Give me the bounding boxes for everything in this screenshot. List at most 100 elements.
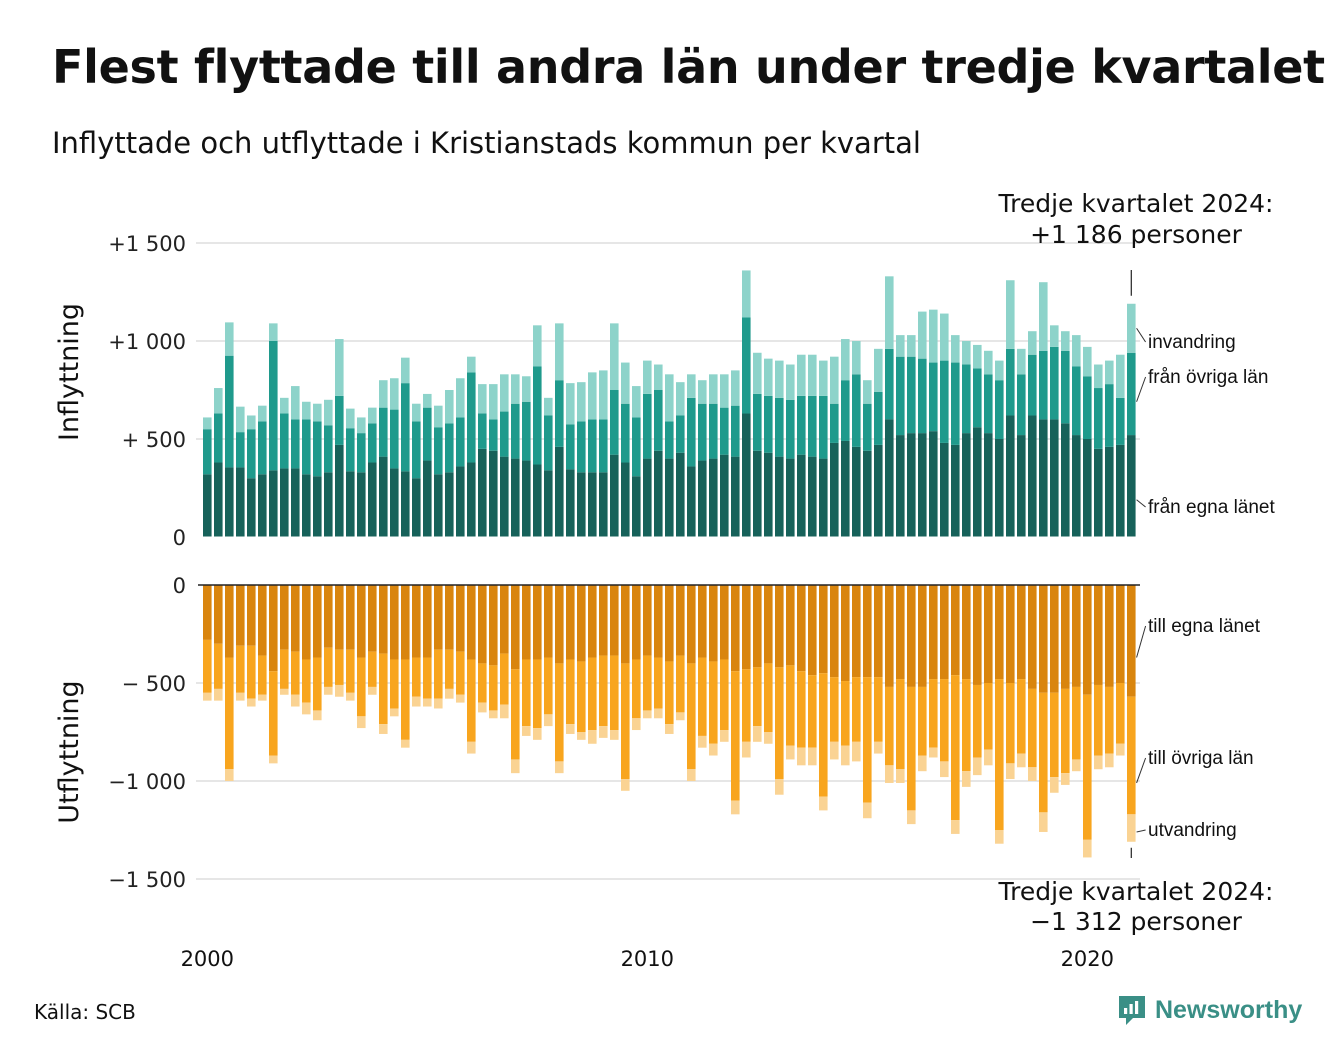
bar-out-ovriga [302, 659, 311, 703]
bar-out-utvandring [786, 745, 795, 760]
bar-in-invandring [302, 401, 311, 420]
bar-in-ovriga [665, 421, 674, 459]
bar-in-ovriga [995, 380, 1004, 439]
bar-in-ovriga [313, 421, 322, 477]
bar-in-ovriga [214, 413, 223, 463]
bar-out-ovriga [918, 686, 927, 756]
bar-in-ovriga [676, 415, 685, 453]
bar-out-egna [819, 585, 828, 674]
bar-in-egna [1050, 419, 1059, 537]
bar-in-egna [643, 458, 652, 537]
bar-out-egna [709, 585, 718, 662]
bar-in-ovriga [775, 397, 784, 457]
bar-out-ovriga [280, 649, 289, 689]
bar-out-egna [313, 585, 322, 658]
bar-in-egna [698, 460, 707, 537]
bar-in-invandring [995, 360, 1004, 381]
bar-in-egna [434, 474, 443, 537]
bar-out-utvandring [698, 735, 707, 748]
bar-in-egna [533, 464, 542, 537]
annotation-in-line1: Tredje kvartalet 2024: [998, 189, 1274, 218]
bar-in-egna [445, 472, 454, 537]
bar-out-egna [1006, 585, 1015, 683]
bar-in-ovriga [764, 395, 773, 453]
bar-out-egna [731, 585, 740, 672]
bar-out-utvandring [764, 732, 773, 744]
bar-out-ovriga [203, 639, 212, 693]
bar-out-egna [951, 585, 960, 676]
bar-in-invandring [412, 403, 421, 422]
bar-in-invandring [819, 360, 828, 396]
bar-out-utvandring [379, 724, 388, 734]
bar-out-utvandring [566, 724, 575, 734]
bar-in-egna [654, 450, 663, 537]
bar-in-ovriga [599, 419, 608, 473]
bar-in-ovriga [731, 405, 740, 457]
bar-in-invandring [247, 415, 256, 430]
bar-out-ovriga [324, 647, 333, 687]
bar-out-utvandring [731, 800, 740, 815]
bar-in-ovriga [291, 419, 300, 469]
bar-in-egna [1116, 444, 1125, 537]
bar-in-ovriga [302, 419, 311, 475]
chart-subtitle: Inflyttade och utflyttade i Kristianstad… [52, 126, 921, 160]
bar-out-egna [291, 585, 300, 652]
bar-in-ovriga [434, 427, 443, 475]
bar-in-egna [764, 452, 773, 537]
bar-in-invandring [258, 405, 267, 422]
bar-out-egna [698, 585, 707, 658]
bar-in-egna [588, 472, 597, 537]
bar-in-egna [852, 446, 861, 537]
bar-out-egna [995, 585, 1004, 680]
bar-out-ovriga [907, 686, 916, 811]
bar-out-ovriga [709, 661, 718, 744]
bar-out-egna [720, 585, 729, 660]
bar-in-invandring [544, 397, 553, 416]
bar-out-utvandring [599, 726, 608, 738]
bar-out-utvandring [511, 759, 520, 774]
bar-out-ovriga [896, 679, 905, 770]
bar-in-ovriga [709, 403, 718, 459]
bar-in-invandring [379, 380, 388, 408]
xtick-label: 2000 [181, 947, 234, 971]
bar-in-ovriga [1105, 384, 1114, 447]
bar-out-utvandring [852, 741, 861, 762]
bar-out-ovriga [1039, 692, 1048, 813]
bar-in-egna [577, 472, 586, 537]
ylabel-out: Utflyttning [54, 680, 85, 823]
bar-in-ovriga [346, 428, 355, 472]
annotation-out-line2: −1 312 personer [1030, 907, 1243, 936]
bar-in-egna [808, 456, 817, 537]
bar-out-ovriga [214, 643, 223, 689]
ytick-label-in: + 500 [122, 428, 186, 452]
bar-in-ovriga [896, 356, 905, 436]
bar-in-egna [874, 444, 883, 537]
bar-in-invandring [951, 335, 960, 363]
bar-out-utvandring [863, 802, 872, 819]
bar-out-ovriga [687, 663, 696, 770]
bar-in-invandring [390, 378, 399, 410]
bar-in-invandring [852, 341, 861, 375]
bar-in-ovriga [1094, 388, 1103, 449]
bar-out-ovriga [390, 659, 399, 709]
ytick-label-out: −1 000 [108, 770, 186, 794]
bar-in-egna [478, 448, 487, 537]
bar-in-ovriga [940, 360, 949, 443]
bar-in-egna [302, 474, 311, 537]
bar-in-ovriga [907, 356, 916, 434]
bar-out-ovriga [973, 684, 982, 758]
bar-out-utvandring [544, 714, 553, 727]
bar-out-egna [324, 585, 333, 648]
bar-in-ovriga [984, 374, 993, 434]
source-note: Källa: SCB [34, 1000, 136, 1024]
series-label-till-egna-leader [1136, 625, 1147, 658]
bar-in-egna [401, 471, 410, 537]
bar-in-egna [753, 450, 762, 537]
bar-in-invandring [1116, 354, 1125, 398]
bar-in-invandring [1083, 346, 1092, 377]
bar-in-invandring [368, 407, 377, 424]
bar-in-invandring [940, 313, 949, 361]
bar-out-utvandring [225, 769, 234, 781]
bar-out-ovriga [368, 651, 377, 687]
bar-in-ovriga [280, 413, 289, 469]
